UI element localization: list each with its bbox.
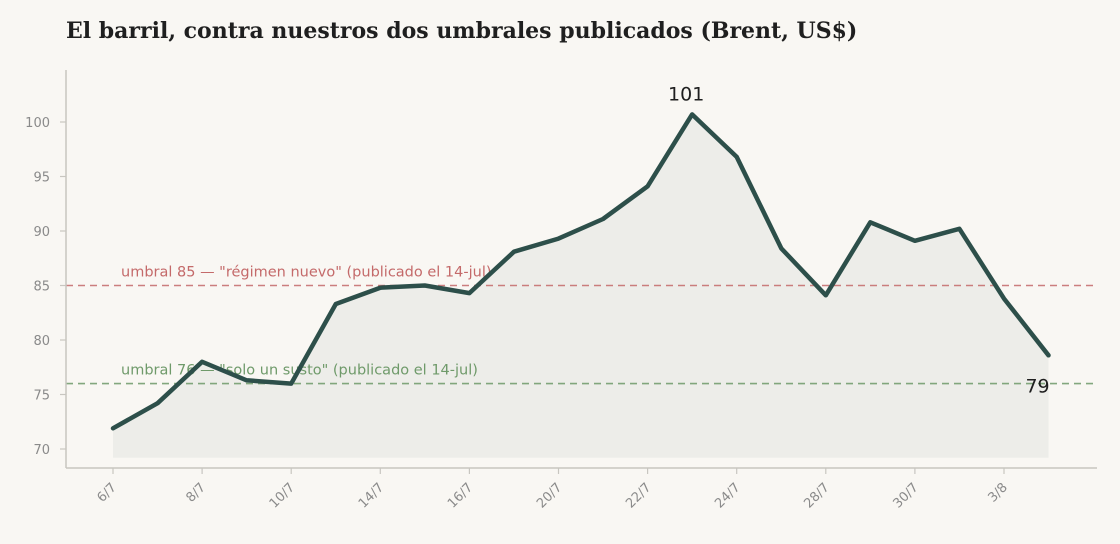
x-tick-label-0: 6/7 xyxy=(94,480,119,505)
x-tick-label-4: 16/7 xyxy=(445,480,476,511)
annotation-label-0: 101 xyxy=(668,83,704,105)
series-line xyxy=(110,112,1051,431)
threshold-label-85: umbral 85 — "régimen nuevo" (publicado e… xyxy=(121,265,492,281)
area-fill-group xyxy=(113,114,1049,458)
y-tick-label-70: 70 xyxy=(33,443,50,458)
y-tick-label-100: 100 xyxy=(25,116,50,131)
y-tick-label-95: 95 xyxy=(33,171,50,186)
x-tick-label-7: 24/7 xyxy=(712,480,743,511)
series-group xyxy=(110,112,1051,431)
y-tick-label-85: 85 xyxy=(33,280,50,295)
chart-title: El barril, contra nuestros dos umbrales … xyxy=(66,18,858,44)
x-tick-label-3: 14/7 xyxy=(356,480,387,511)
area-fill xyxy=(113,114,1049,458)
labels-group: 101 79 xyxy=(668,83,1050,397)
x-tick-label-6: 22/7 xyxy=(623,480,654,511)
x-tick-label-8: 28/7 xyxy=(801,480,832,511)
y-tick-label-75: 75 xyxy=(33,389,50,404)
x-tick-label-9: 30/7 xyxy=(890,480,921,511)
x-tick-label-2: 10/7 xyxy=(267,480,298,511)
x-tick-label-5: 20/7 xyxy=(534,480,565,511)
annotation-label-1: 79 xyxy=(1025,375,1049,397)
y-tick-label-80: 80 xyxy=(33,334,50,349)
x-tick-label-1: 8/7 xyxy=(184,480,209,505)
x-tick-label-10: 3/8 xyxy=(985,480,1010,505)
y-tick-label-90: 90 xyxy=(33,225,50,240)
